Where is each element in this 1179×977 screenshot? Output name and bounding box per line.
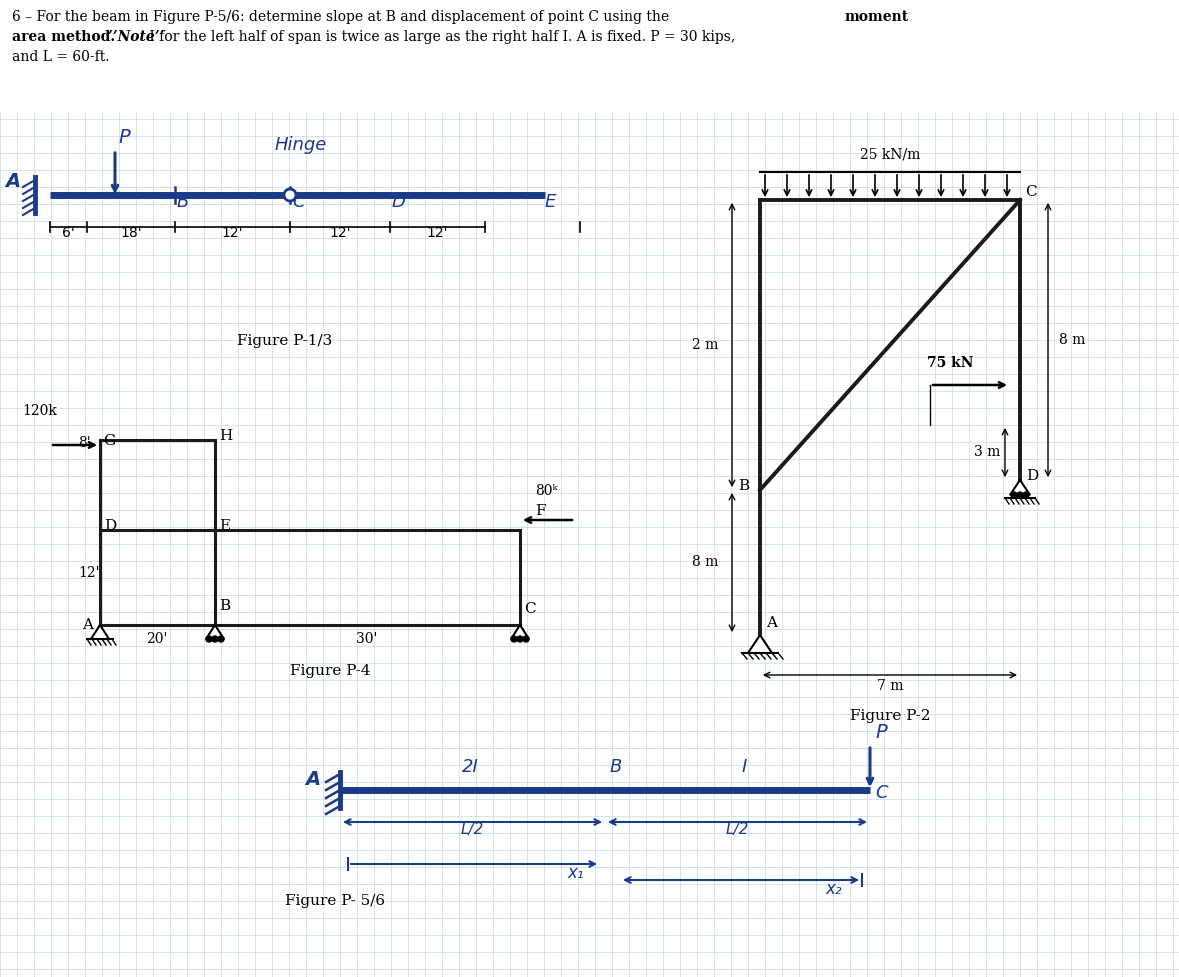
Circle shape xyxy=(1023,492,1029,498)
Circle shape xyxy=(284,189,296,201)
Text: 75 kN: 75 kN xyxy=(927,356,974,370)
Text: E: E xyxy=(219,519,230,533)
Text: 7 m: 7 m xyxy=(877,679,903,693)
Text: x₁: x₁ xyxy=(567,864,584,882)
Text: 120k: 120k xyxy=(22,404,57,418)
Circle shape xyxy=(1017,492,1023,498)
Polygon shape xyxy=(1010,480,1030,495)
Text: F: F xyxy=(535,504,546,518)
Text: area method.: area method. xyxy=(12,30,116,44)
Text: C: C xyxy=(1025,185,1036,199)
Text: L/2: L/2 xyxy=(725,822,749,837)
Text: Hinge: Hinge xyxy=(275,136,328,154)
Text: 2I: 2I xyxy=(462,758,479,776)
Text: B: B xyxy=(610,758,623,776)
Text: 30': 30' xyxy=(356,632,377,646)
Text: D: D xyxy=(391,193,406,211)
Text: 6': 6' xyxy=(61,226,74,240)
Text: x₂: x₂ xyxy=(825,880,842,898)
Text: E: E xyxy=(545,193,556,211)
Text: 3 m: 3 m xyxy=(974,445,1000,459)
Text: B: B xyxy=(738,479,749,493)
Text: C: C xyxy=(523,602,535,616)
Text: 18': 18' xyxy=(120,226,141,240)
Text: 12': 12' xyxy=(222,226,243,240)
Text: P: P xyxy=(118,128,130,147)
Text: Figure P-2: Figure P-2 xyxy=(850,709,930,723)
Text: B: B xyxy=(177,193,190,211)
Text: 12': 12' xyxy=(427,226,448,240)
Text: D: D xyxy=(104,519,117,533)
Text: I: I xyxy=(742,758,747,776)
Text: D: D xyxy=(1026,469,1039,483)
Text: Figure P- 5/6: Figure P- 5/6 xyxy=(285,894,386,908)
Circle shape xyxy=(511,636,518,642)
Circle shape xyxy=(212,636,218,642)
Text: 20': 20' xyxy=(146,632,167,646)
Polygon shape xyxy=(206,625,224,639)
Circle shape xyxy=(1012,492,1017,498)
Polygon shape xyxy=(511,625,529,639)
Text: 12': 12' xyxy=(329,226,350,240)
Text: Figure P-1/3: Figure P-1/3 xyxy=(237,334,332,348)
Text: 80ᵏ: 80ᵏ xyxy=(535,484,558,498)
Text: H: H xyxy=(219,429,232,443)
Text: A: A xyxy=(766,616,777,630)
Text: 25 kN/m: 25 kN/m xyxy=(859,147,920,161)
Text: C: C xyxy=(875,784,888,802)
Circle shape xyxy=(518,636,523,642)
Circle shape xyxy=(218,636,224,642)
Text: 12': 12' xyxy=(78,566,99,580)
Text: A: A xyxy=(5,172,20,191)
Text: 8': 8' xyxy=(78,436,91,450)
Polygon shape xyxy=(747,635,772,653)
Text: ’’Note’’: ’’Note’’ xyxy=(103,30,165,44)
Circle shape xyxy=(206,636,212,642)
Text: 2 m: 2 m xyxy=(692,338,718,352)
Circle shape xyxy=(523,636,529,642)
Text: A: A xyxy=(83,618,93,632)
Text: 8 m: 8 m xyxy=(692,555,718,569)
Text: L/2: L/2 xyxy=(460,822,483,837)
Text: P: P xyxy=(875,723,887,742)
Text: G: G xyxy=(103,434,116,448)
Text: I for the left half of span is twice as large as the right half I. A is fixed. P: I for the left half of span is twice as … xyxy=(145,30,736,44)
Text: moment: moment xyxy=(845,10,909,24)
Text: and L = 60-ft.: and L = 60-ft. xyxy=(12,50,110,64)
Text: 8 m: 8 m xyxy=(1059,333,1085,347)
Text: Figure P-4: Figure P-4 xyxy=(290,664,370,678)
Text: B: B xyxy=(219,599,230,613)
Text: 6 – For the beam in Figure P-5/6: determine slope at B and displacement of point: 6 – For the beam in Figure P-5/6: determ… xyxy=(12,10,673,24)
Text: C: C xyxy=(292,193,304,211)
Text: A: A xyxy=(305,770,321,789)
Polygon shape xyxy=(91,625,108,639)
